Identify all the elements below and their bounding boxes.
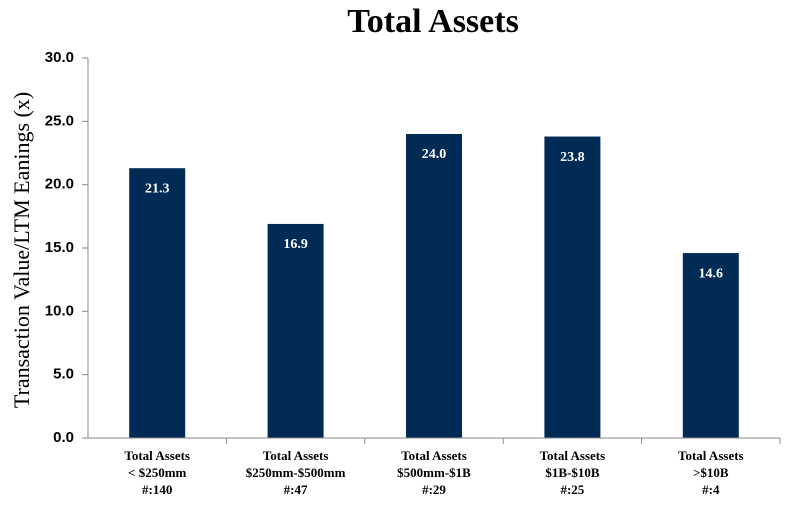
y-tick-label: 15.0 — [45, 239, 74, 256]
y-tick-label: 30.0 — [45, 49, 74, 66]
y-axis-label: Transaction Value/LTM Eanings (x) — [9, 92, 34, 408]
y-tick-label: 20.0 — [45, 176, 74, 193]
x-tick-label: Total Assets — [124, 448, 190, 463]
value-label: 21.3 — [145, 181, 170, 196]
chart-title: Total Assets — [347, 3, 519, 40]
x-tick-label: Total Assets — [678, 448, 744, 463]
x-tick-label: #:140 — [142, 482, 172, 497]
bar — [682, 253, 739, 438]
value-label: 16.9 — [283, 237, 308, 252]
value-label: 24.0 — [422, 147, 447, 162]
y-tick-label: 10.0 — [45, 302, 74, 319]
value-label: 14.6 — [699, 266, 724, 281]
x-tick-label: #:25 — [560, 482, 584, 497]
y-tick-label: 5.0 — [53, 366, 74, 383]
x-tick-label: #:47 — [284, 482, 308, 497]
bar — [267, 223, 324, 438]
x-tick-label: #:4 — [702, 482, 720, 497]
x-tick-label: Total Assets — [401, 448, 467, 463]
x-tick-label: < $250mm — [128, 465, 186, 480]
y-tick-label: 25.0 — [45, 112, 74, 129]
x-tick-label: >$10B — [693, 465, 729, 480]
x-tick-label: Total Assets — [540, 448, 606, 463]
x-tick-label: $1B-$10B — [545, 465, 600, 480]
bar — [406, 134, 462, 438]
bar — [544, 136, 601, 439]
value-label: 23.8 — [560, 150, 585, 165]
x-tick-label: $500mm-$1B — [397, 465, 471, 480]
x-tick-label: Total Assets — [263, 448, 329, 463]
x-tick-label: $250mm-$500mm — [246, 465, 346, 480]
y-tick-label: 0.0 — [53, 429, 74, 446]
bar — [129, 168, 186, 438]
x-tick-label: #:29 — [422, 482, 446, 497]
